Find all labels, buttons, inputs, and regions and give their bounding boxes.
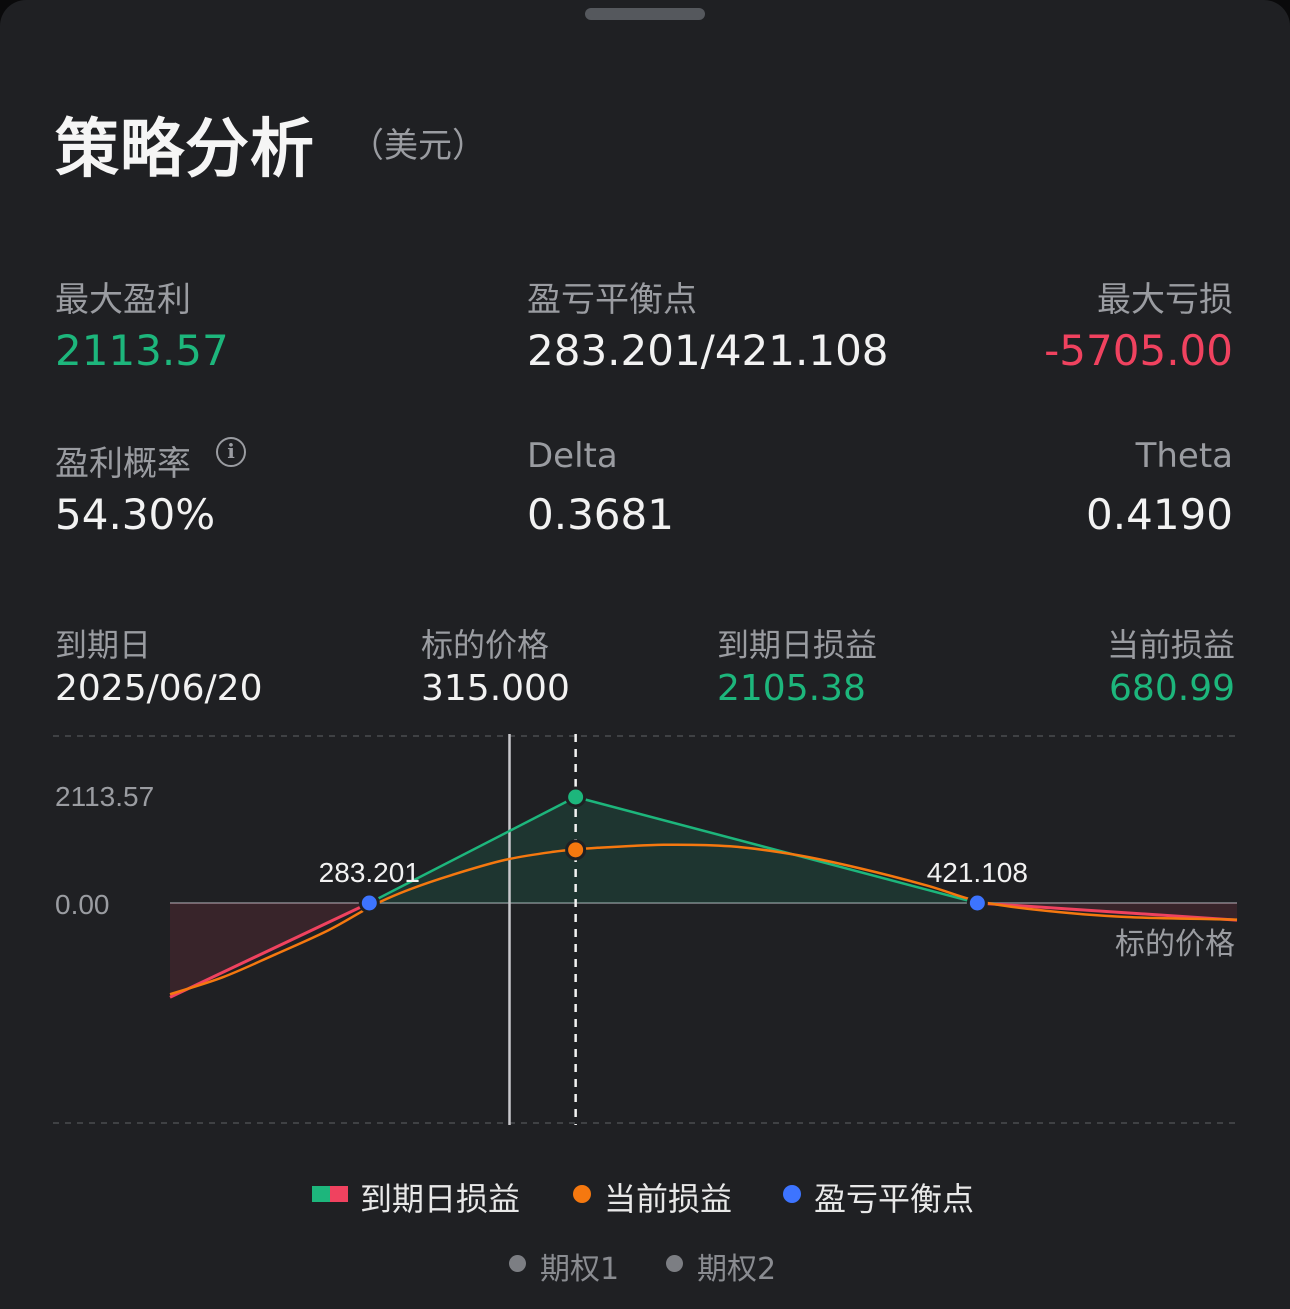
expiry-pl-swatch-loss xyxy=(330,1186,348,1202)
max-loss-value: -5705.00 xyxy=(1044,326,1233,375)
legend-breakeven[interactable]: 盈亏平衡点 xyxy=(814,1180,975,1218)
expiry-pl-swatch-profit xyxy=(312,1186,330,1202)
expiry-value: 2025/06/20 xyxy=(55,668,263,709)
current-pl-value: 680.99 xyxy=(1109,668,1235,709)
underlying-label: 标的价格 xyxy=(421,626,550,664)
legend-expiry-pl[interactable]: 到期日损益 xyxy=(360,1180,521,1218)
delta-label: Delta xyxy=(527,436,618,476)
legend-option2[interactable]: 期权2 xyxy=(697,1252,777,1287)
info-icon[interactable]: i xyxy=(216,437,246,467)
profit-area xyxy=(170,797,1237,903)
breakeven-point-2[interactable] xyxy=(966,892,988,914)
breakeven-point-1[interactable] xyxy=(358,892,380,914)
cursor-current-pl-point[interactable] xyxy=(565,839,587,861)
breakeven-value: 283.201/421.108 xyxy=(527,326,889,375)
theta-value: 0.4190 xyxy=(1086,490,1233,539)
max-loss-label: 最大亏损 xyxy=(1097,280,1233,320)
legend-option1-dot xyxy=(509,1255,526,1272)
prob-profit-value: 54.30% xyxy=(55,490,216,539)
current-pl-line xyxy=(169,843,1238,996)
delta-value: 0.3681 xyxy=(527,490,674,539)
x-axis-label: 标的价格 xyxy=(1115,927,1235,962)
cursor-expiry-pl-point[interactable] xyxy=(565,786,587,808)
legend-current-dot xyxy=(573,1185,591,1203)
legend-option2-dot xyxy=(666,1255,683,1272)
underlying-value: 315.000 xyxy=(421,668,570,709)
legend-option1[interactable]: 期权1 xyxy=(540,1252,620,1287)
legend-breakeven-dot xyxy=(783,1185,801,1203)
page-title: 策略分析 xyxy=(55,113,315,187)
max-profit-label: 最大盈利 xyxy=(55,280,191,320)
breakeven-label-1: 283.201 xyxy=(319,857,420,888)
expiry-label: 到期日 xyxy=(55,626,152,664)
drag-handle[interactable] xyxy=(585,8,705,20)
current-pl-label: 当前损益 xyxy=(1106,626,1235,664)
expiry-pl-value: 2105.38 xyxy=(717,668,866,709)
expiry-pl-label: 到期日损益 xyxy=(717,626,878,664)
legend-current-pl[interactable]: 当前损益 xyxy=(604,1180,733,1218)
breakeven-label-2: 421.108 xyxy=(927,857,1028,888)
y-tick-zero: 0.00 xyxy=(55,889,110,920)
pl-chart[interactable]: 2113.57 0.00 标的价格 283.201 421.108 xyxy=(0,720,1290,1140)
y-tick-max: 2113.57 xyxy=(55,781,154,812)
expiry-pl-line-loss xyxy=(169,903,1238,999)
breakeven-label: 盈亏平衡点 xyxy=(527,280,697,320)
prob-profit-label: 盈利概率 xyxy=(55,444,191,484)
max-profit-value: 2113.57 xyxy=(55,326,229,375)
theta-label: Theta xyxy=(1135,436,1233,476)
currency-unit: （美元） xyxy=(350,126,486,166)
